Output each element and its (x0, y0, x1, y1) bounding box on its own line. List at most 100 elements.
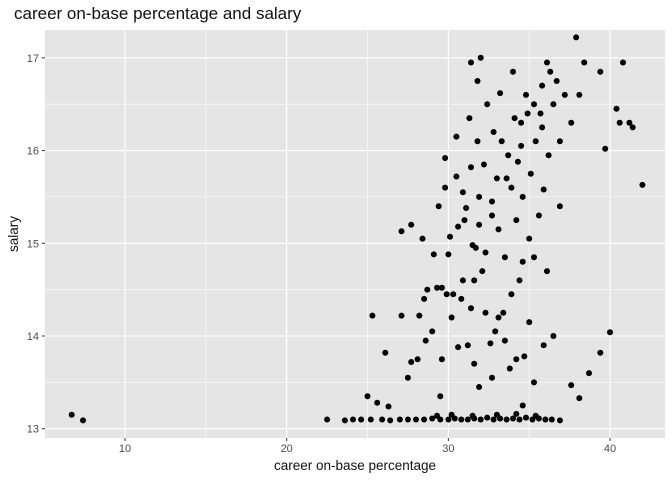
y-axis-title: salary (6, 216, 21, 252)
data-point (421, 416, 428, 423)
data-point (463, 205, 470, 211)
data-point (448, 314, 455, 321)
data-point (398, 312, 405, 319)
data-point (398, 228, 405, 235)
data-point (556, 138, 563, 145)
data-point (438, 284, 445, 291)
data-point (471, 277, 478, 284)
data-point (476, 221, 483, 228)
data-point (519, 258, 526, 265)
data-point (506, 365, 513, 372)
data-point (613, 105, 620, 112)
data-point (484, 101, 491, 108)
chart-title: career on-base percentage and salary (14, 4, 302, 23)
data-point (492, 328, 499, 335)
data-point (540, 186, 547, 193)
data-point (550, 333, 557, 339)
data-point (408, 221, 415, 228)
data-point (469, 412, 476, 419)
data-point (493, 175, 500, 182)
data-point (573, 34, 580, 41)
data-point (531, 379, 537, 386)
major-gridlines (45, 30, 665, 438)
data-point (523, 414, 529, 421)
x-tick-label: 40 (604, 443, 616, 455)
data-point (539, 82, 546, 89)
data-point (482, 249, 489, 256)
data-point (500, 309, 507, 316)
data-point (429, 415, 436, 422)
data-point (508, 184, 515, 191)
data-point (443, 291, 450, 298)
data-point (527, 170, 534, 177)
data-point (369, 312, 376, 319)
data-point (413, 416, 419, 423)
data-point (453, 173, 460, 180)
data-point (408, 359, 415, 365)
data-point (489, 212, 495, 219)
data-point (421, 295, 428, 302)
data-point (513, 217, 520, 224)
data-point (510, 415, 516, 422)
data-point (434, 412, 440, 419)
y-tick-label: 14 (27, 331, 39, 343)
data-point (497, 90, 504, 97)
data-point (531, 101, 537, 108)
x-tick-label: 20 (281, 443, 293, 455)
data-point (466, 115, 473, 122)
data-point (532, 412, 539, 419)
data-point (464, 416, 471, 423)
data-point (597, 68, 604, 75)
data-point (501, 254, 508, 261)
data-point (448, 411, 455, 418)
data-point (568, 119, 575, 126)
y-tick-label: 17 (27, 53, 39, 65)
data-point (445, 251, 452, 258)
data-point (324, 416, 331, 423)
data-point (458, 416, 465, 423)
data-point (490, 129, 497, 135)
data-point (508, 291, 515, 298)
data-point (471, 360, 478, 367)
data-point (545, 152, 552, 159)
data-point (419, 235, 426, 242)
data-point (540, 342, 547, 349)
data-point (547, 68, 554, 75)
data-point (510, 68, 516, 75)
data-point (519, 402, 526, 409)
data-point (438, 356, 445, 363)
data-point (607, 329, 613, 336)
data-point (553, 78, 560, 84)
data-point (430, 251, 437, 258)
y-tick-label: 15 (27, 238, 39, 250)
data-point (537, 110, 544, 117)
data-point (556, 417, 563, 424)
data-point (464, 342, 471, 349)
data-point (531, 254, 537, 261)
data-point (519, 193, 526, 200)
data-point (490, 416, 497, 423)
data-point (511, 115, 518, 122)
data-point (455, 344, 462, 351)
data-point (468, 59, 474, 66)
data-point (576, 395, 583, 402)
data-point (505, 152, 512, 159)
data-point (474, 78, 481, 84)
data-point (358, 416, 365, 423)
data-point (489, 374, 495, 381)
data-point (518, 119, 525, 126)
data-point (445, 416, 452, 423)
data-point (374, 399, 381, 406)
data-point (477, 416, 484, 423)
data-point (521, 353, 528, 360)
data-point (550, 101, 557, 108)
data-point (404, 416, 411, 423)
data-point (350, 416, 356, 423)
plot-panel (45, 30, 665, 438)
data-point (437, 393, 444, 400)
data-point (385, 403, 392, 410)
data-point (602, 145, 609, 152)
data-point (523, 91, 529, 98)
data-point (468, 164, 474, 171)
